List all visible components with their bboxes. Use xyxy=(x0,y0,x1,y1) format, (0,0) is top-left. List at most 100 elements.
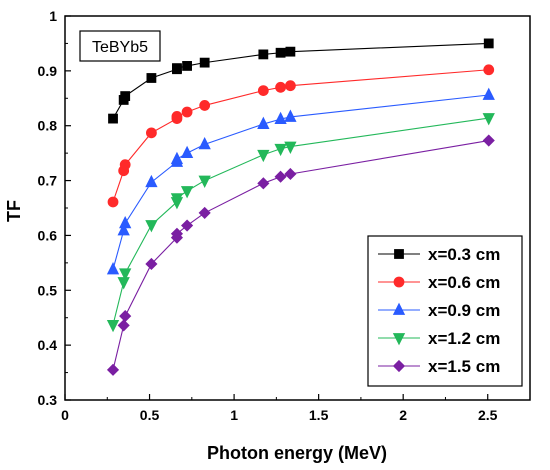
x-tick-label: 1 xyxy=(230,407,238,423)
legend-marker xyxy=(392,302,406,315)
legend: x=0.3 cm x=0.6 cm x=0.9 cm x=1.2 cm x=1.5 cm xyxy=(367,235,523,387)
data-point xyxy=(257,116,270,129)
y-tick-label: 0.5 xyxy=(38,282,58,298)
legend-item: x=0.6 cm xyxy=(378,273,500,292)
data-point xyxy=(257,177,270,190)
y-tick-label: 0.8 xyxy=(38,118,58,134)
legend-label: x=0.3 cm xyxy=(428,245,500,264)
legend-marker xyxy=(392,333,406,346)
legend-marker xyxy=(393,276,405,288)
series-1 xyxy=(108,38,494,124)
legend-marker xyxy=(394,249,404,259)
legend-label: x=0.9 cm xyxy=(428,301,500,320)
data-point xyxy=(274,111,287,125)
data-point xyxy=(199,100,211,111)
legend-label: x=1.2 cm xyxy=(428,329,500,348)
data-point xyxy=(170,193,184,206)
data-point xyxy=(198,206,211,220)
series-4 xyxy=(106,113,495,333)
x-tick-label: 0.5 xyxy=(140,407,160,423)
y-tick-label: 0.6 xyxy=(38,227,58,243)
series-3 xyxy=(106,87,495,275)
data-point xyxy=(284,80,296,92)
y-tick-label: 0.4 xyxy=(38,337,58,353)
data-point xyxy=(106,363,120,376)
data-point xyxy=(107,196,119,208)
x-axis-title: Photon energy (MeV) xyxy=(207,443,387,463)
data-point xyxy=(108,113,118,124)
plot-content xyxy=(106,38,495,376)
data-point xyxy=(274,170,287,183)
data-point xyxy=(106,319,120,333)
y-axis-title: TF xyxy=(4,200,24,222)
x-tick-label: 2.5 xyxy=(478,407,498,423)
data-point xyxy=(145,257,158,271)
x-tick-label: 1.5 xyxy=(309,407,329,423)
data-point xyxy=(284,141,297,154)
series-line xyxy=(112,69,489,203)
data-point xyxy=(181,106,193,118)
legend-label: x=0.6 cm xyxy=(428,273,500,292)
y-tick-label: 1 xyxy=(49,8,57,24)
legend-item: x=0.3 cm xyxy=(378,245,500,264)
x-axis: 0 0.5 1 1.5 2 2.5 xyxy=(61,394,498,423)
data-point xyxy=(119,268,132,281)
data-point xyxy=(199,57,210,68)
x-tick-label: 0 xyxy=(61,407,69,423)
data-point xyxy=(258,49,269,60)
legend-item: x=0.9 cm xyxy=(378,301,500,320)
data-point xyxy=(275,47,286,58)
data-point xyxy=(146,73,157,83)
series-5 xyxy=(106,134,495,376)
data-point xyxy=(181,219,194,232)
data-point xyxy=(172,63,182,74)
data-point xyxy=(483,38,494,49)
data-point xyxy=(275,81,286,93)
y-tick-label: 0.7 xyxy=(38,173,58,189)
data-point xyxy=(145,220,158,233)
data-point xyxy=(106,262,120,275)
data-point xyxy=(119,310,132,323)
annotation-box: TeBYb5 xyxy=(79,30,161,62)
data-point xyxy=(120,91,131,101)
data-point xyxy=(170,151,184,165)
data-point xyxy=(284,109,297,122)
y-tick-label: 0.9 xyxy=(38,63,58,79)
annotation-label: TeBYb5 xyxy=(92,39,148,56)
data-point xyxy=(170,227,184,240)
data-point xyxy=(257,149,270,163)
series-line xyxy=(112,42,489,119)
data-point xyxy=(146,127,157,139)
data-point xyxy=(145,174,158,188)
legend-frame xyxy=(367,235,523,387)
data-point xyxy=(198,136,211,150)
data-point xyxy=(119,159,131,171)
y-tick-label: 0.3 xyxy=(38,392,58,408)
legend-label: x=1.5 cm xyxy=(428,357,500,376)
data-point xyxy=(285,46,296,57)
annotation-frame xyxy=(79,30,161,62)
data-point xyxy=(171,110,183,122)
data-point xyxy=(117,223,130,236)
x-tick-label: 2 xyxy=(399,407,407,423)
data-point xyxy=(284,167,297,181)
data-point xyxy=(483,64,495,76)
legend-marker xyxy=(392,359,406,373)
data-point xyxy=(182,61,192,71)
legend-item: x=1.5 cm xyxy=(378,357,500,376)
data-point xyxy=(274,143,287,157)
data-point xyxy=(198,175,211,188)
data-point xyxy=(117,277,130,290)
data-point xyxy=(180,186,194,199)
data-point xyxy=(180,145,194,159)
data-point xyxy=(482,134,495,147)
data-point xyxy=(257,85,269,97)
data-point xyxy=(482,87,495,100)
legend-item: x=1.2 cm xyxy=(378,329,500,348)
data-point xyxy=(119,215,132,229)
series-2 xyxy=(107,64,495,208)
data-point xyxy=(482,113,495,126)
y-axis: 0.3 0.4 0.5 0.6 0.7 0.8 0.9 1 xyxy=(38,8,71,408)
data-point xyxy=(117,319,130,332)
